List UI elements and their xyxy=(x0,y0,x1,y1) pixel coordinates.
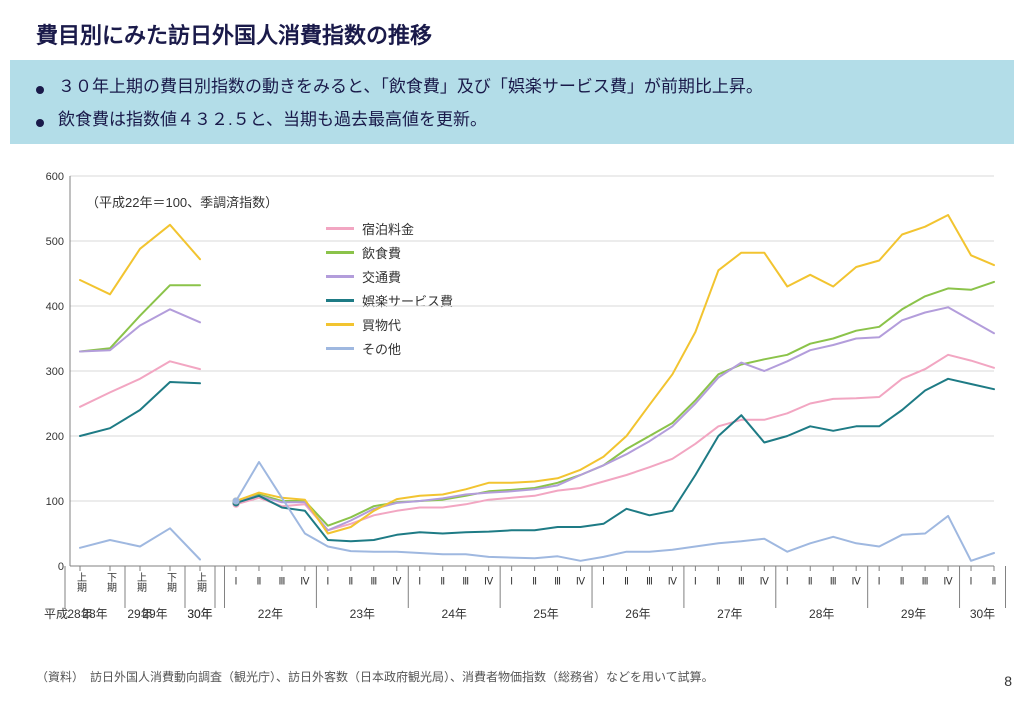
bullet-item: 飲食費は指数値４３２.５と、当期も過去最高値を更新。 xyxy=(36,105,988,130)
svg-text:Ⅰ: Ⅰ xyxy=(414,577,425,588)
svg-text:29年: 29年 xyxy=(142,607,167,621)
svg-text:22年: 22年 xyxy=(258,607,283,621)
svg-text:Ⅳ: Ⅳ xyxy=(299,577,310,588)
svg-text:Ⅲ: Ⅲ xyxy=(552,577,563,588)
svg-text:Ⅲ: Ⅲ xyxy=(828,577,839,588)
svg-text:Ⅲ: Ⅲ xyxy=(276,577,287,588)
svg-text:Ⅱ: Ⅱ xyxy=(253,577,264,588)
svg-text:Ⅳ: Ⅳ xyxy=(483,577,494,588)
source-note: （資料） 訪日外国人消費動向調査（観光庁）、訪日外客数（日本政府観光局）、消費者… xyxy=(36,668,714,685)
svg-text:200: 200 xyxy=(46,431,64,443)
page-title: 費目別にみた訪日外国人消費指数の推移 xyxy=(0,0,1024,60)
svg-text:0: 0 xyxy=(58,561,64,573)
svg-text:25年: 25年 xyxy=(533,607,558,621)
svg-text:Ⅰ: Ⅰ xyxy=(966,577,977,588)
bullet-text: ３０年上期の費目別指数の動きをみると、「飲食費」及び「娯楽サービス費」が前期比上… xyxy=(58,72,763,97)
bullet-text: 飲食費は指数値４３２.５と、当期も過去最高値を更新。 xyxy=(58,105,487,130)
svg-text:400: 400 xyxy=(46,301,64,313)
svg-text:平成: 平成 xyxy=(44,607,68,621)
bullet-dot-icon xyxy=(36,86,44,94)
svg-text:100: 100 xyxy=(46,496,64,508)
svg-text:Ⅰ: Ⅰ xyxy=(598,577,609,588)
svg-text:Ⅱ: Ⅱ xyxy=(437,577,448,588)
svg-text:Ⅰ: Ⅰ xyxy=(231,577,242,588)
svg-text:Ⅳ: Ⅳ xyxy=(575,577,586,588)
svg-text:Ⅳ: Ⅳ xyxy=(391,577,402,588)
svg-text:24年: 24年 xyxy=(442,607,467,621)
svg-text:Ⅳ: Ⅳ xyxy=(667,577,678,588)
svg-text:Ⅳ: Ⅳ xyxy=(850,577,861,588)
svg-text:28年: 28年 xyxy=(82,607,107,621)
svg-text:30年: 30年 xyxy=(970,607,995,621)
svg-text:Ⅰ: Ⅰ xyxy=(782,577,793,588)
svg-text:下期: 下期 xyxy=(105,572,117,593)
svg-text:下期: 下期 xyxy=(165,572,177,593)
bullet-box: ３０年上期の費目別指数の動きをみると、「飲食費」及び「娯楽サービス費」が前期比上… xyxy=(10,60,1014,144)
line-chart: 0100200300400500600上期下期上期下期上期28年29年30年28… xyxy=(36,170,1006,640)
svg-text:Ⅲ: Ⅲ xyxy=(368,577,379,588)
svg-text:30年: 30年 xyxy=(187,607,212,621)
page-number: 8 xyxy=(1004,673,1012,689)
svg-text:上期: 上期 xyxy=(75,572,87,593)
svg-text:Ⅱ: Ⅱ xyxy=(529,577,540,588)
svg-text:Ⅱ: Ⅱ xyxy=(621,577,632,588)
svg-text:27年: 27年 xyxy=(717,607,742,621)
svg-text:Ⅰ: Ⅰ xyxy=(690,577,701,588)
svg-text:Ⅳ: Ⅳ xyxy=(942,577,953,588)
svg-text:Ⅱ: Ⅱ xyxy=(805,577,816,588)
svg-text:上期: 上期 xyxy=(135,572,147,593)
svg-text:29年: 29年 xyxy=(901,607,926,621)
svg-text:Ⅲ: Ⅲ xyxy=(920,577,931,588)
svg-text:Ⅲ: Ⅲ xyxy=(736,577,747,588)
svg-text:500: 500 xyxy=(46,236,64,248)
svg-text:Ⅰ: Ⅰ xyxy=(506,577,517,588)
svg-text:Ⅱ: Ⅱ xyxy=(989,577,1000,588)
svg-text:300: 300 xyxy=(46,366,64,378)
svg-text:Ⅲ: Ⅲ xyxy=(460,577,471,588)
svg-text:Ⅱ: Ⅱ xyxy=(713,577,724,588)
svg-text:26年: 26年 xyxy=(625,607,650,621)
svg-text:23年: 23年 xyxy=(350,607,375,621)
svg-text:Ⅲ: Ⅲ xyxy=(644,577,655,588)
svg-text:28年: 28年 xyxy=(809,607,834,621)
svg-text:600: 600 xyxy=(46,171,64,183)
svg-text:Ⅰ: Ⅰ xyxy=(874,577,885,588)
bullet-item: ３０年上期の費目別指数の動きをみると、「飲食費」及び「娯楽サービス費」が前期比上… xyxy=(36,72,988,97)
svg-text:Ⅱ: Ⅱ xyxy=(345,577,356,588)
bullet-dot-icon xyxy=(36,119,44,127)
svg-text:Ⅳ: Ⅳ xyxy=(758,577,769,588)
svg-text:Ⅰ: Ⅰ xyxy=(322,577,333,588)
svg-text:上期: 上期 xyxy=(195,572,207,593)
svg-text:Ⅱ: Ⅱ xyxy=(897,577,908,588)
